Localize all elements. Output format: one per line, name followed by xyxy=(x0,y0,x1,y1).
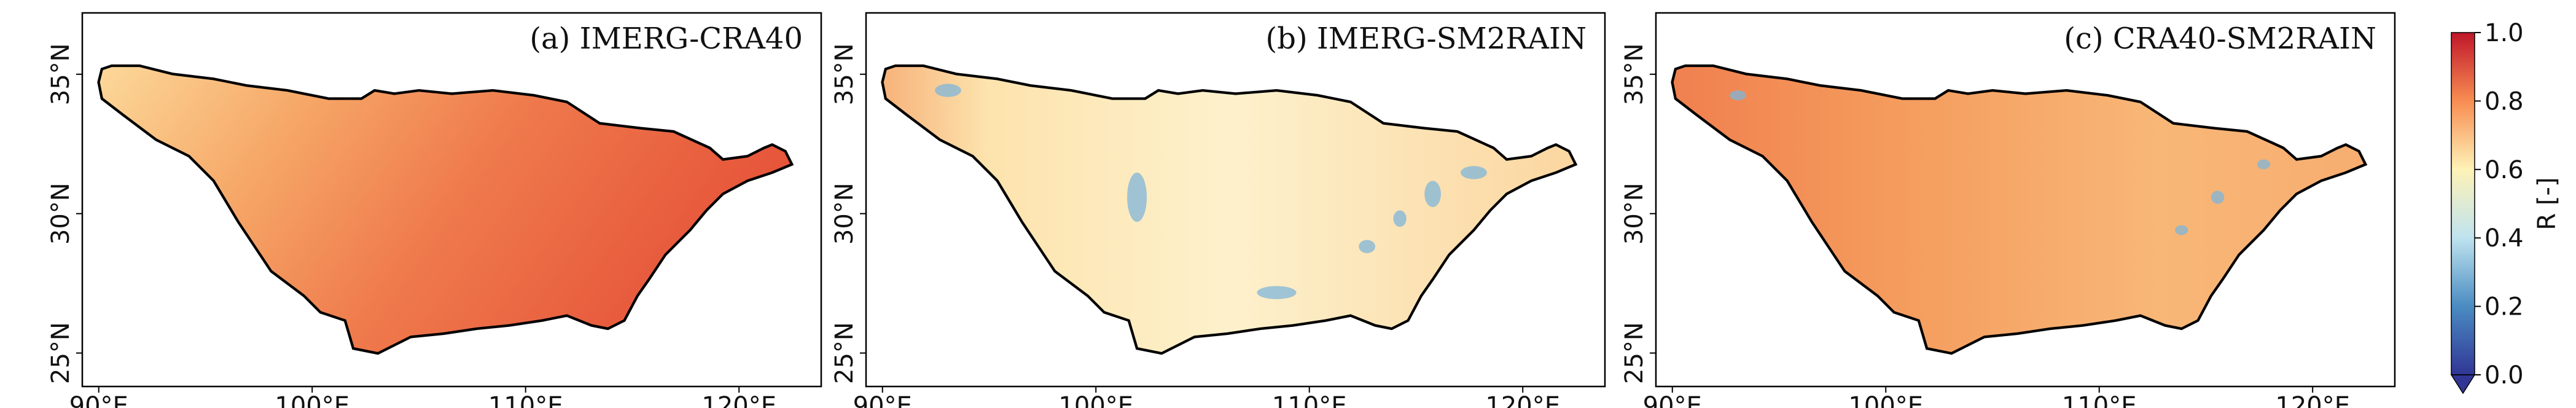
x-tick-label: 90°E xyxy=(853,392,912,408)
y-tick-label: 25°N xyxy=(1620,322,1649,384)
colorbar-tick-label: 0.0 xyxy=(2484,361,2524,390)
basin-fill xyxy=(882,66,1576,354)
low-correlation-patch xyxy=(1461,166,1487,179)
basin-fill xyxy=(1672,66,2366,354)
y-tick-label: 30°N xyxy=(47,182,75,245)
x-tick-label: 120°E xyxy=(2275,392,2350,408)
panel-frame xyxy=(81,12,822,388)
x-tick-label: 90°E xyxy=(69,392,128,408)
low-correlation-patch xyxy=(1730,90,1746,101)
low-correlation-patch xyxy=(935,84,961,97)
x-tick-label: 100°E xyxy=(1058,392,1133,408)
panel-frame xyxy=(865,12,1606,388)
x-tick-label: 100°E xyxy=(1848,392,1923,408)
colorbar-label: R [-] xyxy=(2533,177,2561,230)
x-tick-label: 110°E xyxy=(2062,392,2137,408)
colorbar-extension xyxy=(2450,374,2476,394)
y-tick-label: 25°N xyxy=(830,322,859,384)
patches xyxy=(935,84,1487,299)
colorbar-tick-label: 0.6 xyxy=(2484,156,2524,184)
panel-title: (a) IMERG-CRA40 xyxy=(529,22,803,56)
patches xyxy=(1730,90,2271,235)
panel-frame xyxy=(1655,12,2396,388)
x-tick-label: 120°E xyxy=(1485,392,1560,408)
low-correlation-patch xyxy=(1359,240,1375,253)
low-correlation-patch xyxy=(1393,210,1407,227)
map-panel: (c) CRA40-SM2RAIN 90°E 100°E 110°E 120°E 25°N… xyxy=(1620,12,2396,408)
colorbar-tick-label: 1.0 xyxy=(2484,19,2524,47)
colorbar-tick-label: 0.2 xyxy=(2484,293,2524,321)
map-panel: (a) IMERG-CRA40 90°E 100°E 110°E 120°E 25°N 30… xyxy=(47,12,822,408)
low-correlation-patch xyxy=(2211,190,2225,204)
low-correlation-patch xyxy=(1127,172,1147,222)
y-tick-label: 35°N xyxy=(830,43,859,105)
colorbar: 0.0 0.2 0.4 0.6 0.8 1.0 R [-] xyxy=(2450,19,2561,394)
y-tick-label: 35°N xyxy=(47,43,75,105)
low-correlation-patch xyxy=(2175,225,2188,235)
colorbar-gradient xyxy=(2451,33,2475,375)
colorbar-tick-label: 0.4 xyxy=(2484,224,2524,253)
x-tick-label: 100°E xyxy=(275,392,349,408)
low-correlation-patch xyxy=(1424,181,1441,208)
low-correlation-patch xyxy=(2257,159,2271,170)
y-tick-label: 35°N xyxy=(1620,43,1649,105)
basin-fill xyxy=(98,66,792,354)
x-tick-label: 120°E xyxy=(701,392,776,408)
map-panel: (b) IMERG-SM2RAIN 90°E 100°E 110°E 120°E 25°N… xyxy=(830,12,1606,408)
y-tick-label: 25°N xyxy=(47,322,75,384)
panel-title: (c) CRA40-SM2RAIN xyxy=(2064,22,2376,56)
low-correlation-patch xyxy=(1257,286,1297,299)
y-tick-label: 30°N xyxy=(830,182,859,245)
x-tick-label: 110°E xyxy=(1272,392,1347,408)
panel-title: (b) IMERG-SM2RAIN xyxy=(1265,22,1587,56)
colorbar-tick-label: 0.8 xyxy=(2484,87,2524,116)
x-tick-label: 110°E xyxy=(488,392,563,408)
y-tick-label: 30°N xyxy=(1620,182,1649,245)
x-tick-label: 90°E xyxy=(1643,392,1702,408)
colorbar-frame xyxy=(2451,32,2475,375)
